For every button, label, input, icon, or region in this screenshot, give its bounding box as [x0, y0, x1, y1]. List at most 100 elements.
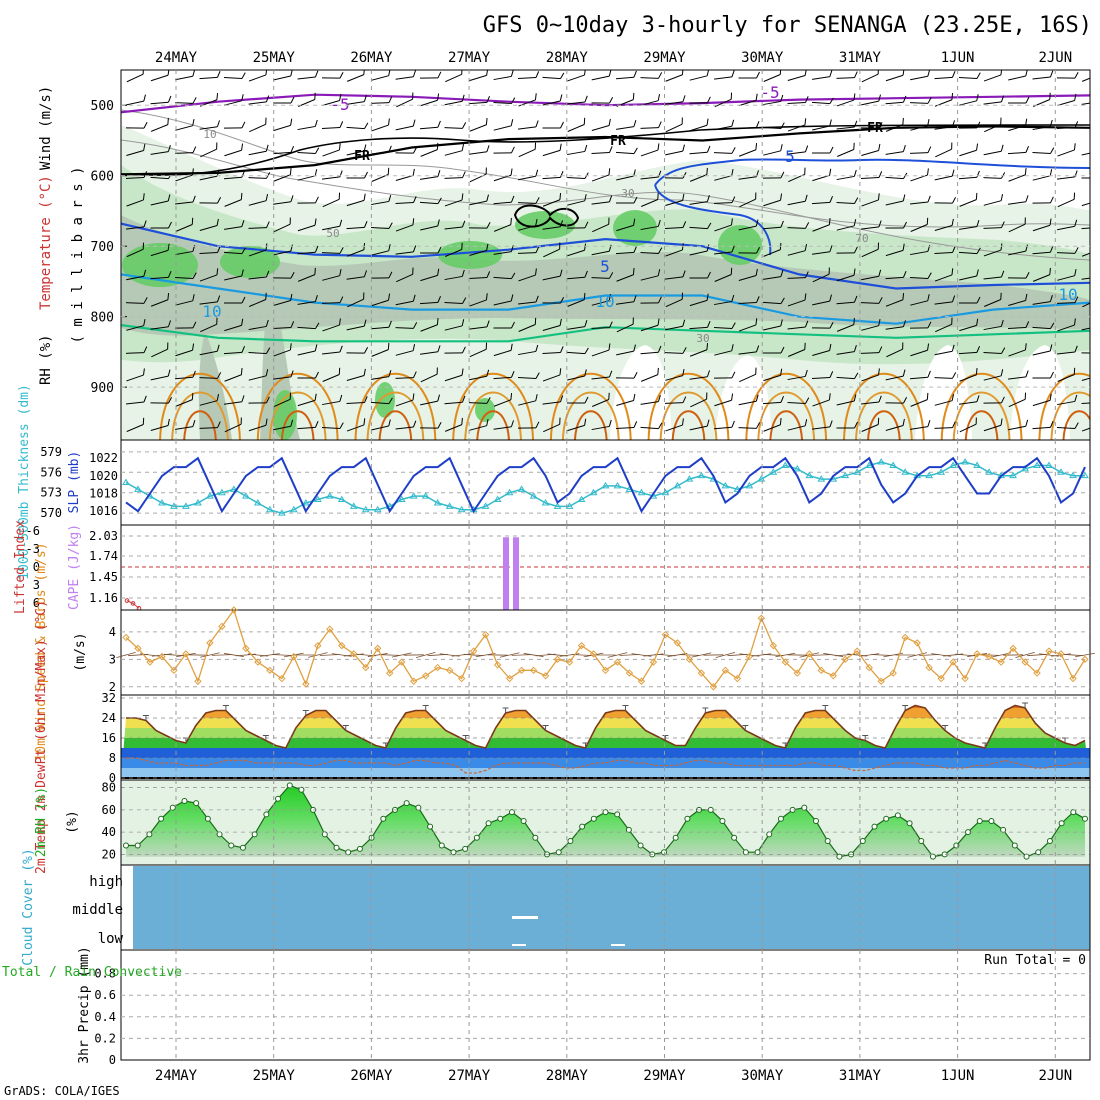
wind-barb: [664, 347, 687, 354]
barb-staff: [468, 277, 488, 279]
wind10m-marker: [146, 658, 154, 666]
rh2m-marker: [193, 800, 200, 807]
barb-flag: [632, 317, 634, 325]
barb-staff: [297, 426, 316, 430]
barb-flag: [731, 245, 735, 253]
wind-barb: [419, 120, 441, 130]
barb-flag: [167, 418, 170, 426]
wind-barb: [542, 143, 562, 157]
barb-staff: [371, 200, 389, 206]
barb-staff: [1008, 223, 1026, 233]
barb-staff: [224, 423, 242, 433]
wind10m-barb: [679, 654, 700, 656]
barb-staff: [469, 200, 487, 206]
barb-staff: [542, 374, 561, 382]
barb-flag: [976, 220, 980, 227]
wind-barb: [150, 396, 173, 404]
wind-barb: [567, 418, 587, 432]
thickness-marker: [517, 485, 526, 492]
barb-flag: [241, 143, 244, 151]
wind10m-barb: [211, 654, 232, 656]
barb-staff: [836, 324, 855, 332]
wind-barb: [174, 97, 197, 104]
barb-flag: [756, 422, 761, 429]
barb-flag: [315, 196, 319, 204]
bottom-date-label: 2JUN: [1038, 1068, 1072, 1084]
barb-flag: [363, 418, 366, 425]
barb-flag: [633, 120, 637, 127]
wind-barb: [714, 344, 734, 356]
thickness-marker: [373, 505, 382, 513]
wind-barb: [321, 71, 344, 79]
barb-staff: [297, 224, 316, 232]
wind-barb: [346, 122, 369, 130]
rh2m-marker: [216, 831, 223, 838]
cloud-level-middle: middle: [72, 902, 123, 918]
wind-barb: [322, 367, 341, 382]
barb-flag: [560, 346, 564, 353]
wind10m-marker: [517, 666, 526, 675]
wind-barb: [591, 195, 613, 205]
barb-staff: [249, 123, 266, 133]
wind-barb: [396, 92, 414, 108]
thickness-marker: [230, 485, 238, 492]
barb-staff: [665, 101, 683, 105]
barb-flag: [192, 294, 195, 301]
barb-staff: [836, 351, 855, 355]
wind-barb: [836, 197, 859, 204]
barb-staff: [1032, 76, 1051, 80]
wind-barb: [273, 70, 293, 81]
barb-flag: [853, 120, 858, 128]
barb-flag: [804, 342, 806, 350]
wind-barb: [444, 171, 466, 179]
barb-staff: [860, 352, 880, 354]
wind-barb: [959, 269, 979, 281]
barb-staff: [885, 74, 904, 82]
barb-flag: [706, 293, 709, 301]
barb-flag: [1074, 247, 1079, 254]
wind-barb: [199, 120, 221, 130]
barb-staff: [346, 226, 365, 230]
wind-barb: [444, 220, 466, 230]
barb-flag: [510, 420, 515, 427]
wind-barb: [591, 272, 614, 279]
wind-barb: [248, 418, 268, 432]
barb-flag: [584, 418, 587, 426]
barb-flag: [853, 345, 857, 352]
barb-flag: [854, 372, 859, 379]
barb-flag: [657, 219, 661, 227]
barb-staff: [322, 400, 340, 406]
barb-staff: [1032, 152, 1051, 154]
wind10m-barb-staff: [511, 654, 532, 656]
thickness-marker: [601, 481, 610, 489]
barb-flag: [142, 193, 145, 200]
barb-flag: [461, 319, 465, 326]
rh2m-marker: [239, 844, 246, 851]
wind-barb: [739, 367, 757, 383]
barb-staff: [591, 300, 610, 306]
rh2m-marker: [403, 800, 410, 807]
wind-barb: [224, 296, 246, 304]
barb-staff: [322, 149, 340, 157]
wind-barb: [689, 419, 710, 431]
barb-flag: [633, 245, 638, 253]
barb-flag: [633, 196, 638, 204]
wind-barb: [518, 344, 539, 356]
barb-flag: [412, 168, 415, 176]
wind-barb: [517, 71, 540, 79]
barb-flag: [1025, 195, 1029, 202]
wind10m-marker: [577, 641, 586, 650]
barb-flag: [707, 96, 711, 104]
barb-staff: [542, 275, 561, 281]
barb-staff: [395, 377, 414, 379]
barb-staff: [640, 225, 659, 231]
barb-flag: [731, 147, 736, 154]
wind10m-tick-label: 2: [109, 680, 116, 694]
barb-staff: [469, 250, 487, 256]
wind-barb: [468, 271, 491, 279]
barb-flag: [731, 344, 734, 351]
barb-flag: [511, 272, 516, 279]
rh2m-marker: [707, 806, 714, 813]
barb-flag: [828, 267, 830, 275]
